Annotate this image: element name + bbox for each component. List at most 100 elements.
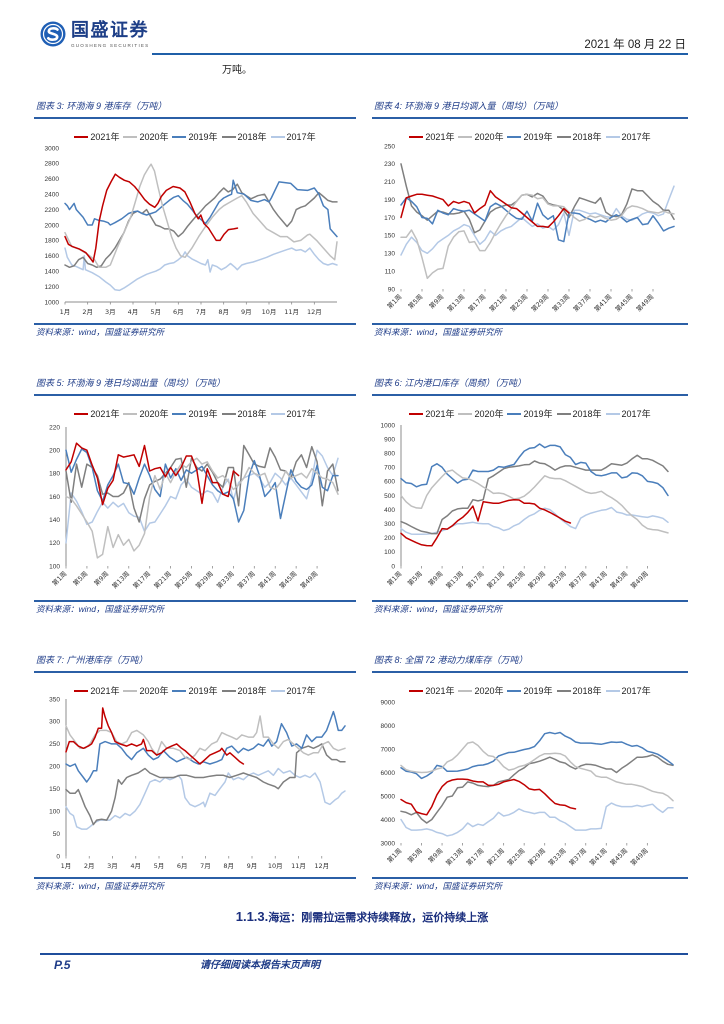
legend-label: 2021年 (425, 132, 455, 142)
y-tick-label: 100 (384, 549, 395, 556)
x-tick-label: 2月 (84, 862, 95, 870)
series-line-2021 (65, 442, 240, 506)
legend-label: 2021年 (90, 409, 120, 419)
y-tick-label: 7000 (381, 746, 396, 753)
title-rule (34, 117, 356, 119)
x-tick-label: 5月 (150, 308, 161, 316)
legend-item-2020: 2020年 (458, 131, 503, 143)
x-tick-label: 第49周 (634, 292, 655, 313)
legend-item-2020: 2020年 (123, 408, 168, 420)
y-tick-label: 130 (384, 251, 395, 258)
figure-title: 图表 7: 广州港库存（万吨） (36, 655, 148, 665)
legend-label: 2021年 (90, 132, 120, 142)
source-rule (34, 323, 356, 325)
x-tick-label: 第5周 (406, 292, 424, 310)
legend-swatch (409, 413, 424, 415)
legend-item-2017: 2017年 (270, 685, 316, 697)
legend-item-2017: 2017年 (605, 408, 651, 420)
y-tick-label: 3000 (45, 145, 60, 152)
series-line-2017 (400, 185, 675, 256)
y-tick-label: 200 (384, 535, 395, 542)
x-tick-label: 第1周 (385, 569, 403, 587)
legend-swatch (74, 690, 89, 692)
source-rule (34, 600, 356, 602)
legend-label: 2018年 (572, 132, 602, 142)
y-tick-label: 500 (384, 493, 395, 500)
legend-label: 2017年 (621, 132, 651, 142)
y-tick-label: 200 (49, 764, 60, 771)
y-tick-label: 250 (49, 741, 60, 748)
y-tick-label: 190 (384, 197, 395, 204)
legend-swatch (221, 690, 236, 692)
x-tick-label: 第37周 (571, 292, 592, 313)
legend-item-2019: 2019年 (507, 408, 553, 420)
figure-source: 资料来源：wind，国盛证券研究所 (374, 881, 502, 891)
figure-8-panel: 图表 8: 全国 72 港动力煤库存（万吨） 3000 4000 5000 6000 7… (372, 652, 688, 897)
x-tick-label: 8月 (218, 308, 229, 316)
title-rule (34, 671, 356, 673)
y-tick-label: 4000 (381, 817, 396, 824)
chart-legend: 2021年 2020年 2019年 2018年 2017年 (34, 685, 356, 697)
series-line-2017 (65, 449, 339, 544)
x-tick-label: 9月 (247, 862, 258, 870)
y-tick-label: 120 (49, 540, 60, 547)
series-line-2018 (64, 183, 338, 269)
figure-source: 资料来源：wind，国盛证券研究所 (374, 327, 502, 337)
x-tick-label: 第9周 (92, 569, 110, 587)
legend-swatch (605, 136, 620, 138)
y-tick-label: 1200 (45, 284, 60, 291)
legend-item-2021: 2021年 (409, 131, 454, 143)
legend-item-2021: 2021年 (409, 685, 454, 697)
x-tick-label: 第1周 (385, 292, 403, 310)
x-tick-label: 第45周 (613, 292, 634, 313)
y-tick-label: 8000 (381, 723, 396, 730)
series-line-2017 (65, 767, 346, 830)
legend-swatch (123, 690, 138, 692)
x-tick-label: 第25周 (508, 292, 529, 313)
series-line-2020 (64, 163, 338, 269)
footer-rule (40, 953, 688, 955)
x-tick-label: 第33周 (546, 846, 567, 867)
legend-swatch (221, 413, 236, 415)
legend-swatch (556, 690, 571, 692)
legend-swatch (409, 136, 424, 138)
y-tick-label: 3000 (381, 840, 396, 847)
figure-source: 资料来源：wind，国盛证券研究所 (374, 604, 502, 614)
legend-swatch (507, 136, 522, 138)
y-tick-label: 1000 (381, 422, 396, 429)
series-line-2021 (400, 778, 577, 816)
legend-label: 2020年 (139, 409, 169, 419)
source-rule (372, 600, 688, 602)
x-tick-label: 10月 (262, 308, 277, 316)
legend-swatch (605, 690, 620, 692)
series-line-2018 (65, 743, 346, 826)
legend-swatch (172, 690, 187, 692)
x-tick-label: 第5周 (71, 569, 89, 587)
chart-legend: 2021年 2020年 2019年 2018年 2017年 (372, 685, 688, 697)
x-tick-label: 第33周 (214, 569, 235, 590)
y-tick-label: 700 (384, 465, 395, 472)
guosheng-logo-icon (40, 21, 66, 47)
legend-item-2021: 2021年 (74, 131, 119, 143)
x-tick-label: 1月 (61, 862, 72, 870)
legend-label: 2019年 (523, 686, 553, 696)
national-72-ports-line-chart: 3000 4000 5000 6000 7000 8000 9000 第1周 第5周 第9周 第13… (381, 699, 674, 867)
legend-item-2021: 2021年 (409, 408, 454, 420)
x-tick-label: 第17周 (464, 846, 485, 867)
y-tick-label: 200 (49, 448, 60, 455)
legend-item-2019: 2019年 (172, 131, 218, 143)
x-tick-label: 2月 (82, 308, 93, 316)
legend-swatch (172, 136, 187, 138)
figure-title: 图表 3: 环渤海 9 港库存（万吨） (36, 101, 167, 111)
x-tick-label: 3月 (107, 862, 118, 870)
legend-label: 2018年 (237, 686, 267, 696)
series-line-2018 (400, 454, 669, 535)
y-tick-label: 2800 (45, 161, 60, 168)
x-tick-label: 11月 (291, 862, 306, 870)
series-line-2020 (400, 193, 675, 280)
footer-disclaimer: 请仔细阅读本报告末页声明 (200, 960, 320, 971)
y-tick-label: 350 (49, 696, 60, 703)
x-tick-label: 第9周 (426, 569, 444, 587)
